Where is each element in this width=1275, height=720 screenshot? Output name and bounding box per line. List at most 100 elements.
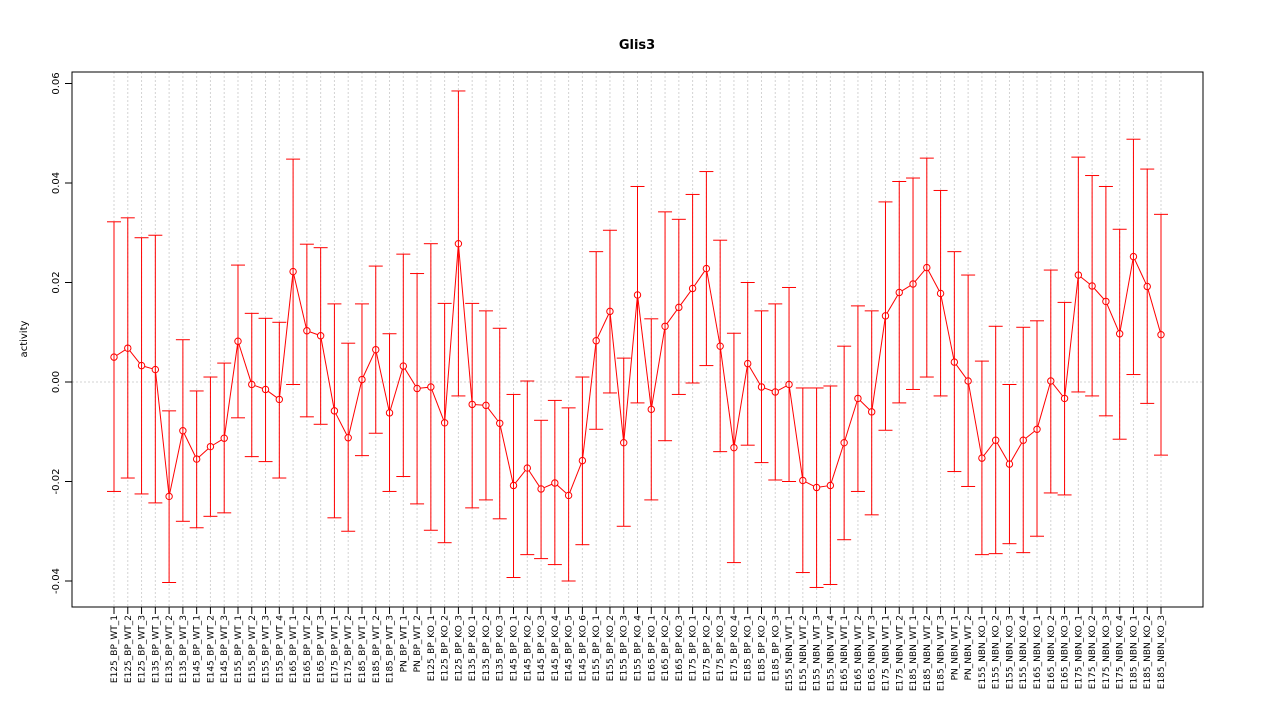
data-point xyxy=(551,479,559,487)
series-line-segment xyxy=(1134,259,1147,284)
data-point xyxy=(179,427,187,435)
series-line-segment xyxy=(764,387,773,392)
data-point xyxy=(909,280,917,288)
data-point xyxy=(289,267,297,276)
series-line-segment xyxy=(777,385,787,391)
x-tick-label: E155_BP_KO_4 xyxy=(634,615,644,681)
x-tick-label: E165_BP_WT_3 xyxy=(317,615,327,683)
y-tick-label: -0.04 xyxy=(51,568,62,594)
series-line-segment xyxy=(927,270,940,291)
x-tick-label: E135_BP_WT_3 xyxy=(179,615,189,683)
series-line-segment xyxy=(169,433,183,494)
series-line-segment xyxy=(375,352,390,410)
data-point xyxy=(978,454,986,462)
series-line-segment xyxy=(637,298,652,407)
x-tick-label: E185_BP_WT_3 xyxy=(386,615,396,683)
series-line-segment xyxy=(1025,430,1035,439)
series-line-segment xyxy=(844,401,858,440)
series-line-segment xyxy=(1037,383,1051,427)
x-tick-label: E175_BP_KO_3 xyxy=(716,615,726,681)
series-line-segment xyxy=(335,413,348,436)
series-line-segment xyxy=(623,298,638,440)
x-tick-label: PN_NBN_WT_1 xyxy=(950,615,960,680)
data-point xyxy=(771,388,779,396)
series-line-segment xyxy=(819,485,828,488)
series-line-segment xyxy=(475,404,483,406)
x-tick-label: E165_NBN_KO_2 xyxy=(1047,615,1057,689)
y-tick-label: 0.06 xyxy=(51,72,62,94)
x-tick-label: E145_BP_KO_3 xyxy=(537,615,547,681)
x-tick-label: E155_BP_KO_3 xyxy=(620,615,630,681)
x-tick-label: E155_NBN_WT_3 xyxy=(813,615,823,691)
x-tick-label: E125_BP_KO_2 xyxy=(441,615,451,681)
data-point xyxy=(1033,425,1041,433)
x-tick-label: E165_BP_WT_1 xyxy=(289,615,299,683)
x-tick-label: E165_NBN_KO_3 xyxy=(1061,615,1071,689)
data-point xyxy=(275,395,284,404)
data-point xyxy=(812,483,821,492)
data-point xyxy=(220,434,228,442)
series-line-segment xyxy=(733,366,748,445)
series-line-segment xyxy=(389,369,403,410)
data-point xyxy=(399,362,408,370)
data-point xyxy=(578,456,587,465)
series-line-segment xyxy=(515,470,526,484)
series-line-segment xyxy=(212,439,222,446)
data-point xyxy=(1005,460,1014,468)
x-tick-label: E145_BP_KO_2 xyxy=(523,615,533,681)
data-point xyxy=(1157,331,1165,339)
data-point xyxy=(496,419,504,427)
data-point xyxy=(592,337,600,345)
series-line-segment xyxy=(651,329,666,407)
series-line-segment xyxy=(805,481,814,487)
data-point xyxy=(385,409,394,417)
data-point xyxy=(620,438,628,447)
x-tick-label: E145_BP_KO_4 xyxy=(551,615,561,681)
y-tick-label: -0.02 xyxy=(51,469,62,495)
series-line-segment xyxy=(444,246,459,420)
data-point xyxy=(330,407,339,415)
x-tick-label: E185_NBN_WT_2 xyxy=(923,615,933,691)
series-line-segment xyxy=(968,384,982,456)
x-tick-label: E155_NBN_KO_1 xyxy=(978,615,988,689)
x-tick-label: E145_BP_WT_2 xyxy=(206,615,216,683)
series-line-segment xyxy=(901,285,911,292)
data-point xyxy=(840,438,848,447)
data-point xyxy=(137,361,146,370)
series-line-segment xyxy=(487,407,499,422)
data-point xyxy=(854,394,862,403)
data-point xyxy=(606,307,614,316)
x-tick-label: E125_BP_WT_2 xyxy=(124,615,134,683)
x-tick-label: E125_BP_KO_3 xyxy=(454,615,464,681)
x-tick-label: E135_BP_WT_1 xyxy=(151,615,161,683)
series-line-segment xyxy=(528,470,540,487)
data-points xyxy=(110,239,1165,501)
series-line-segment xyxy=(320,338,335,408)
data-point xyxy=(523,464,531,472)
series-line-segment xyxy=(609,314,624,440)
x-tick-label: E135_BP_KO_1 xyxy=(468,615,478,681)
data-point xyxy=(881,312,890,320)
x-tick-label: E155_NBN_WT_1 xyxy=(785,615,795,691)
data-point xyxy=(358,375,366,384)
data-point xyxy=(248,380,256,389)
data-point xyxy=(303,327,311,335)
data-point xyxy=(234,337,242,345)
data-point xyxy=(964,377,972,385)
series-line-segment xyxy=(1064,278,1079,396)
x-tick-label: E125_BP_KO_1 xyxy=(427,615,437,681)
data-point xyxy=(799,476,807,485)
error-bars xyxy=(107,90,1168,588)
x-tick-label: E135_BP_KO_3 xyxy=(496,615,506,681)
series-line-segment xyxy=(129,350,140,364)
x-tick-label: E165_NBN_WT_1 xyxy=(840,615,850,691)
x-tick-label: E145_BP_WT_1 xyxy=(193,615,203,683)
series-line-segment xyxy=(1147,289,1161,332)
series-line-segment xyxy=(1010,442,1023,462)
x-tick-label: E185_NBN_KO_3 xyxy=(1157,615,1167,689)
data-point xyxy=(537,485,545,493)
data-point xyxy=(1088,282,1096,290)
series-line-segment xyxy=(720,349,734,445)
data-point xyxy=(661,322,669,330)
series-line-segment xyxy=(859,400,870,410)
